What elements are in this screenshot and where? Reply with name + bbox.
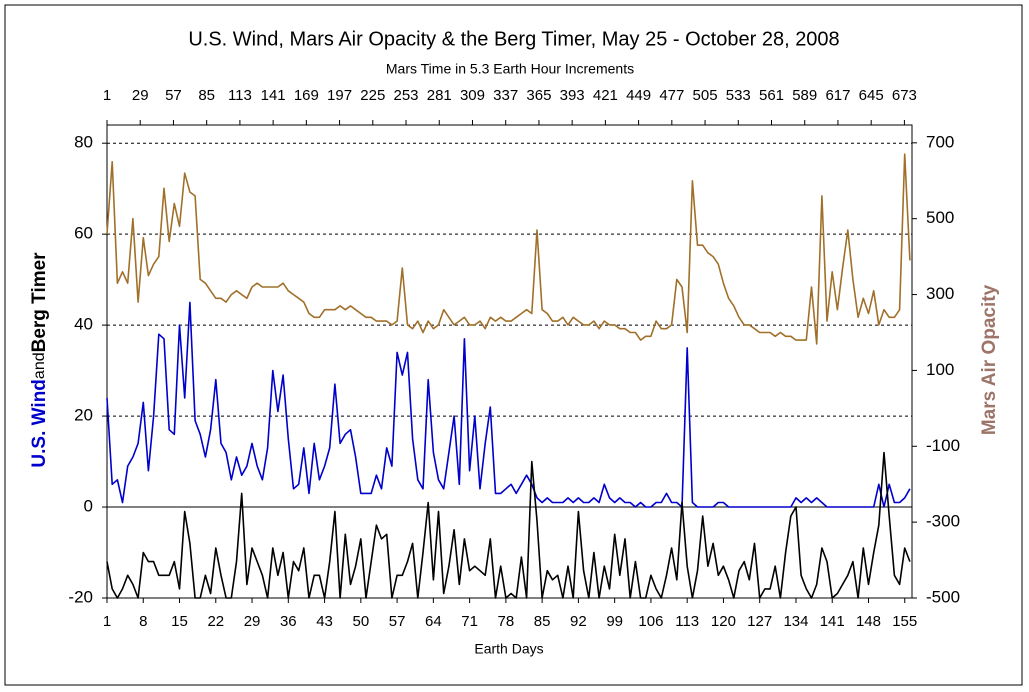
x-tick-label: 106 — [638, 613, 663, 630]
y-tick-label: 40 — [74, 315, 93, 334]
x2-tick-label: 533 — [726, 87, 751, 104]
x-tick-label: 64 — [425, 613, 442, 630]
x2-tick-label: 281 — [427, 87, 452, 104]
y-tick-label: 0 — [84, 497, 93, 516]
x2-tick-label: 477 — [659, 87, 684, 104]
y2-tick-label: 100 — [926, 360, 954, 379]
chart-subtitle: Mars Time in 5.3 Earth Hour Increments — [386, 61, 634, 77]
x-tick-label: 134 — [783, 613, 808, 630]
x2-tick-label: 29 — [132, 87, 149, 104]
x-tick-label: 15 — [171, 613, 188, 630]
y-tick-label: 60 — [74, 224, 93, 243]
series-line — [106, 153, 911, 345]
y2-tick-label: -300 — [926, 512, 960, 531]
y2-tick-label: 300 — [926, 284, 954, 303]
x2-tick-label: 589 — [792, 87, 817, 104]
x-tick-label: 29 — [244, 613, 261, 630]
x-tick-label: 113 — [675, 613, 699, 630]
x-tick-label: 155 — [892, 613, 917, 630]
x-tick-label: 141 — [820, 613, 845, 630]
chart-title: U.S. Wind, Mars Air Opacity & the Berg T… — [188, 28, 839, 50]
x2-tick-label: 561 — [759, 87, 784, 104]
x-tick-label: 120 — [711, 613, 736, 630]
x-tick-label: 85 — [534, 613, 551, 630]
x-tick-label: 78 — [498, 613, 515, 630]
y2-tick-label: 500 — [926, 208, 954, 227]
x2-tick-label: 645 — [859, 87, 884, 104]
x2-tick-label: 253 — [394, 87, 419, 104]
x-axis-label: Earth Days — [474, 641, 543, 657]
x-tick-label: 148 — [856, 613, 881, 630]
y2-axis-label: Mars Air Opacity — [979, 284, 1000, 435]
x-tick-label: 8 — [139, 613, 147, 630]
x-tick-label: 22 — [207, 613, 224, 630]
chart-frame — [4, 4, 1023, 686]
x2-tick-label: 673 — [892, 87, 917, 104]
x2-tick-label: 1 — [103, 87, 111, 104]
x2-tick-label: 225 — [360, 87, 385, 104]
y-label-part: U.S. Wind — [29, 379, 50, 468]
x-tick-label: 71 — [461, 613, 478, 630]
y-axis-label: U.S. WindandBerg Timer — [29, 252, 50, 468]
y2-tick-label: -100 — [926, 436, 960, 455]
x-tick-label: 43 — [316, 613, 333, 630]
y-tick-label: 80 — [74, 133, 93, 152]
x2-tick-label: 197 — [327, 87, 352, 104]
series-line — [106, 451, 911, 599]
x2-tick-label: 85 — [198, 87, 215, 104]
x-tick-label: 99 — [606, 613, 623, 630]
y2-tick-label: -500 — [926, 587, 960, 606]
x-tick-label: 1 — [103, 613, 111, 630]
series-line — [106, 301, 911, 508]
x2-tick-label: 393 — [560, 87, 585, 104]
y-tick-label: -20 — [68, 587, 93, 606]
x-tick-label: 57 — [389, 613, 406, 630]
x2-tick-label: 617 — [825, 87, 850, 104]
y-label-part: and — [31, 352, 48, 379]
y-label-part: Berg Timer — [29, 252, 50, 353]
y2-tick-label: 700 — [926, 132, 954, 151]
x2-tick-label: 365 — [526, 87, 551, 104]
x2-tick-label: 169 — [294, 87, 319, 104]
x2-tick-label: 421 — [593, 87, 618, 104]
x-tick-label: 92 — [570, 613, 587, 630]
x2-tick-label: 113 — [228, 87, 252, 104]
x-tick-label: 50 — [352, 613, 369, 630]
x2-tick-label: 449 — [626, 87, 651, 104]
x2-tick-label: 57 — [165, 87, 182, 104]
x2-tick-label: 337 — [493, 87, 518, 104]
x2-tick-label: 309 — [460, 87, 485, 104]
y-tick-label: 20 — [74, 406, 93, 425]
x-tick-label: 36 — [280, 613, 297, 630]
x2-tick-label: 505 — [693, 87, 718, 104]
x2-tick-label: 141 — [261, 87, 286, 104]
x-tick-label: 127 — [747, 613, 772, 630]
